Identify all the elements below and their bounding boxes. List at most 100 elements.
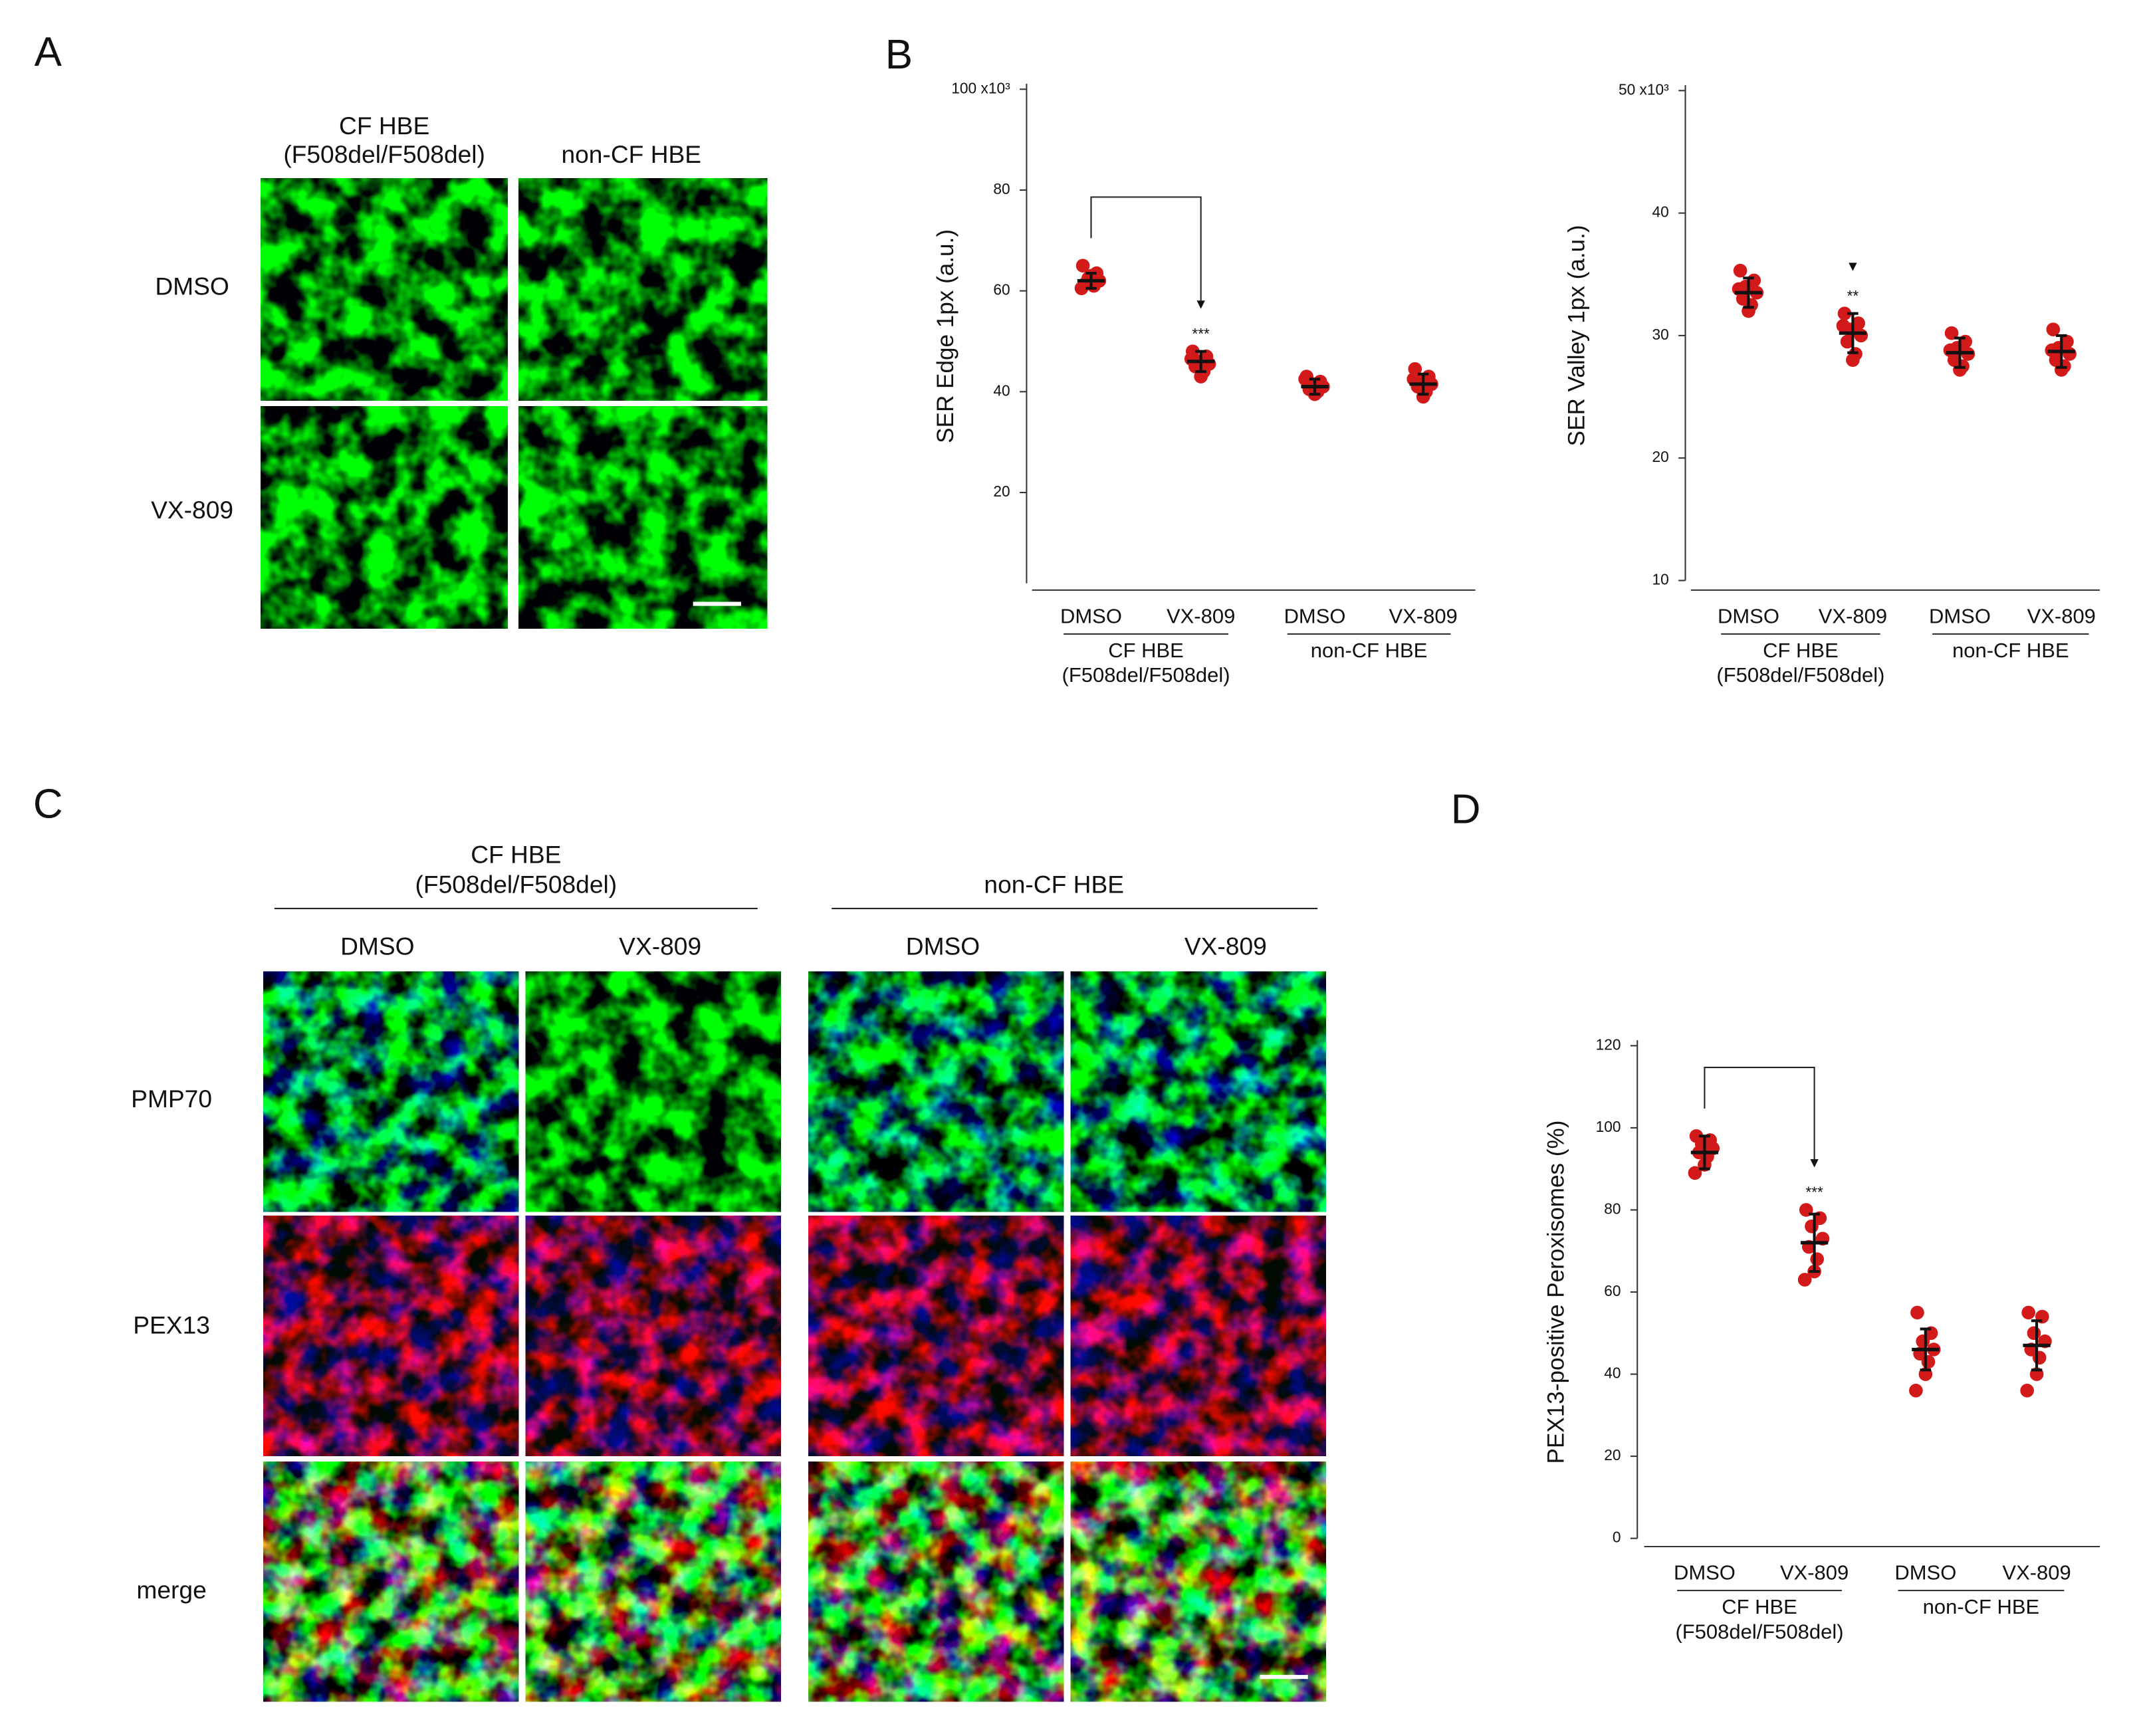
data-point — [1408, 362, 1422, 376]
y-tick-label: 80 — [1604, 1200, 1621, 1217]
data-point — [1797, 1273, 1812, 1287]
data-point — [1688, 1166, 1702, 1180]
row-label: PMP70 — [131, 1085, 212, 1113]
group-label: (F508del/F508del) — [415, 871, 618, 899]
data-point — [1074, 281, 1089, 296]
bracket — [1090, 196, 1202, 301]
data-point — [2063, 347, 2077, 361]
data-point — [2020, 1383, 2034, 1398]
group-label: CF HBE — [1722, 1595, 1797, 1618]
micrograph — [263, 1462, 519, 1702]
column-label: non-CF HBE — [561, 140, 701, 168]
micrograph — [1070, 1462, 1326, 1702]
micrograph — [1070, 971, 1326, 1212]
y-axis-label: SER Edge 1px (a.u.) — [933, 229, 958, 443]
significance: *** — [1192, 325, 1210, 342]
column-label: DMSO — [340, 932, 414, 960]
arrowhead — [1810, 1159, 1819, 1168]
data-point — [1916, 1334, 1930, 1349]
group-label: CF HBE — [1108, 639, 1184, 662]
y-tick-label: 60 — [993, 281, 1010, 298]
y-tick-label: 0 — [1613, 1529, 1621, 1546]
significance: *** — [1805, 1184, 1823, 1201]
micrograph — [518, 178, 768, 401]
group-label: CF HBE — [471, 840, 561, 868]
y-tick-label: 50 x10³ — [1619, 80, 1669, 98]
group-label: (F508del/F508del) — [1675, 1620, 1843, 1643]
y-tick-label: 10 — [1652, 570, 1668, 588]
micrograph — [525, 1462, 781, 1702]
y-tick-label: 40 — [1604, 1364, 1621, 1382]
y-tick-label: 20 — [1652, 448, 1668, 465]
y-tick-label: 20 — [1604, 1446, 1621, 1464]
data-point — [1075, 259, 1090, 273]
column-label: VX-809 — [619, 932, 701, 960]
x-tick-label: VX-809 — [1819, 604, 1887, 627]
arrowhead — [1196, 300, 1205, 309]
data-point — [1194, 370, 1208, 383]
data-point — [1298, 372, 1312, 386]
panel-letter: B — [885, 32, 913, 78]
micrograph — [261, 178, 508, 401]
y-axis-label: SER Valley 1px (a.u.) — [1564, 225, 1590, 446]
micrograph — [263, 971, 519, 1212]
data-point — [1836, 318, 1851, 333]
micrograph — [261, 406, 508, 629]
x-tick-label: DMSO — [1284, 604, 1346, 627]
data-point — [2027, 1326, 2041, 1341]
data-point — [1910, 1305, 1924, 1320]
micrograph — [808, 971, 1064, 1212]
panel-letter: A — [35, 29, 62, 75]
y-tick-label: 100 — [1596, 1118, 1621, 1135]
y-tick-label: 60 — [1604, 1282, 1621, 1299]
data-point — [1921, 1355, 1936, 1369]
x-tick-label: VX-809 — [2027, 604, 2096, 627]
micrograph — [525, 1216, 781, 1456]
group-label: (F508del/F508del) — [1716, 663, 1884, 687]
micrograph — [1070, 1216, 1326, 1456]
y-tick-label: 30 — [1652, 326, 1668, 343]
data-point — [1733, 263, 1747, 278]
group-label: non-CF HBE — [1952, 639, 2069, 662]
x-tick-label: DMSO — [1929, 604, 1991, 627]
data-point — [2021, 1305, 2036, 1320]
x-tick-label: VX-809 — [1780, 1561, 1849, 1584]
arrowhead — [1849, 263, 1857, 271]
group-label: non-CF HBE — [984, 871, 1124, 899]
y-tick-label: 120 — [1596, 1035, 1621, 1053]
micrograph — [808, 1216, 1064, 1456]
data-point — [1840, 334, 1855, 349]
micrograph — [518, 406, 768, 629]
micrograph — [263, 1216, 519, 1456]
y-axis-label: PEX13-positive Peroxisomes (%) — [1543, 1121, 1569, 1464]
x-tick-label: VX-809 — [1167, 604, 1235, 627]
data-point — [2046, 322, 2061, 336]
data-point — [1909, 1383, 1923, 1398]
row-label: DMSO — [155, 272, 229, 300]
x-tick-label: VX-809 — [1389, 604, 1457, 627]
group-label: CF HBE — [1763, 639, 1839, 662]
x-tick-label: DMSO — [1894, 1561, 1956, 1584]
y-tick-label: 20 — [993, 483, 1010, 500]
bracket — [1704, 1067, 1815, 1160]
data-point — [1846, 353, 1860, 368]
group-label: (F508del/F508del) — [1062, 663, 1230, 687]
x-tick-label: DMSO — [1060, 604, 1122, 627]
data-point — [1805, 1219, 1819, 1234]
data-point — [1810, 1252, 1825, 1266]
y-tick-label: 40 — [993, 381, 1010, 399]
data-point — [2032, 1351, 2047, 1365]
row-label: merge — [136, 1576, 206, 1604]
y-tick-label: 40 — [1652, 203, 1668, 221]
data-point — [1854, 328, 1868, 343]
column-label: DMSO — [906, 932, 980, 960]
group-label: non-CF HBE — [1923, 1595, 2040, 1618]
row-label: PEX13 — [133, 1311, 210, 1339]
data-point — [1944, 326, 1959, 340]
panel-letter: D — [1451, 787, 1481, 833]
significance: ** — [1847, 287, 1859, 304]
data-point — [1943, 343, 1958, 358]
column-label: CF HBE — [339, 112, 429, 140]
